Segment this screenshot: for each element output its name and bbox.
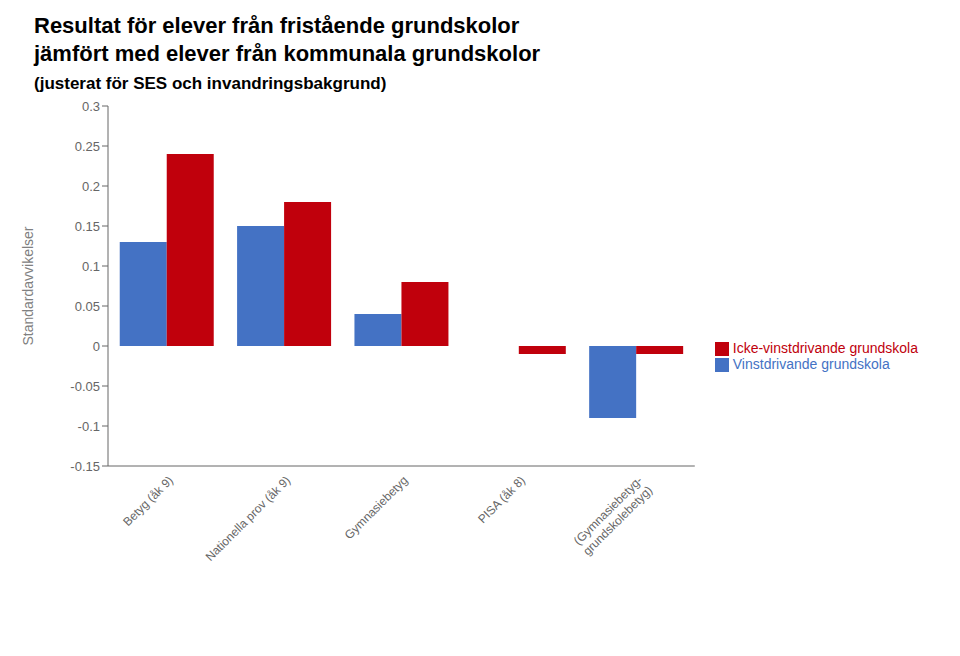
svg-text:(Gymnasiebetyg-grundskolebetyg: (Gymnasiebetyg-grundskolebetyg) bbox=[570, 473, 655, 558]
html-text:Vinstdrivande grundskola: Vinstdrivande grundskola bbox=[732, 356, 890, 372]
html-text:(justerat för SES och invandri: (justerat för SES och invandringsbakgrun… bbox=[34, 74, 387, 93]
svg-text:0.25: 0.25 bbox=[75, 139, 100, 154]
svg-text:Betyg (åk 9): Betyg (åk 9) bbox=[120, 473, 176, 529]
svg-text:0.05: 0.05 bbox=[75, 299, 100, 314]
svg-text:0: 0 bbox=[93, 339, 100, 354]
html-text:Resultat för elever från frist: Resultat för elever från fristående grun… bbox=[34, 13, 520, 38]
svg-text:0.15: 0.15 bbox=[75, 219, 100, 234]
svg-text:-0.15: -0.15 bbox=[70, 459, 100, 474]
svg-text:0.1: 0.1 bbox=[82, 259, 100, 274]
svg-text:Nationella prov (åk 9): Nationella prov (åk 9) bbox=[203, 473, 294, 564]
html-text:Icke-vinstdrivande grundskola: Icke-vinstdrivande grundskola bbox=[732, 339, 918, 356]
svg-text:-0.1: -0.1 bbox=[78, 419, 100, 434]
svg-text:PISA (åk 8): PISA (åk 8) bbox=[475, 473, 528, 526]
svg-text:Standardavvikelser: Standardavvikelser bbox=[20, 226, 36, 345]
svg-text:-0.05: -0.05 bbox=[70, 379, 100, 394]
svg-text:Gymnasiebetyg: Gymnasiebetyg bbox=[342, 473, 411, 542]
svg-text:0.2: 0.2 bbox=[82, 179, 100, 194]
svg-text:0.3: 0.3 bbox=[82, 99, 100, 114]
html-text:jämfört med elever från kommun: jämfört med elever från kommunala grunds… bbox=[34, 41, 541, 66]
